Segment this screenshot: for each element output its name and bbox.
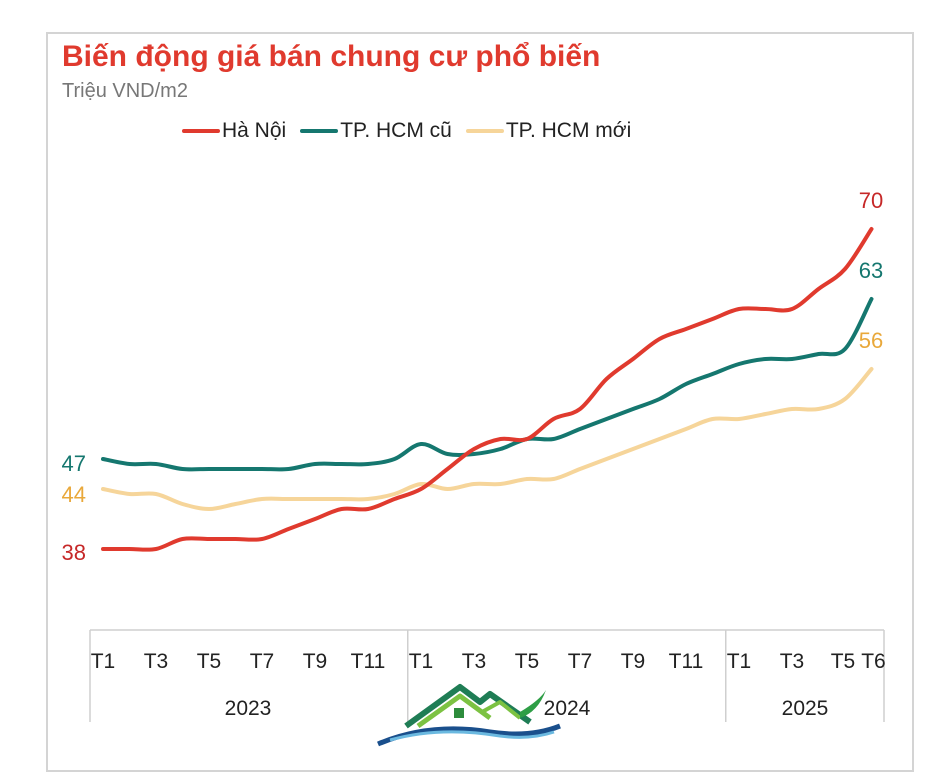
x-tick-label-5: T11 bbox=[351, 650, 386, 673]
series-start-label-2: 44 bbox=[62, 482, 86, 507]
x-tick-label-1: T3 bbox=[144, 650, 169, 673]
x-tick-label-11: T11 bbox=[669, 650, 704, 673]
x-tick-label-10: T9 bbox=[621, 650, 646, 673]
series-start-label-1: 47 bbox=[62, 451, 86, 476]
x-tick-label-9: T7 bbox=[568, 650, 593, 673]
legend-item-hcm-moi: TP. HCM mới bbox=[465, 119, 632, 143]
year-group-label-2023: 2023 bbox=[225, 697, 272, 720]
series-line-0 bbox=[101, 227, 874, 552]
house-logo-icon bbox=[377, 684, 561, 747]
legend-swatch-hcm-moi bbox=[465, 129, 504, 133]
legend-swatch-ha-noi bbox=[182, 129, 220, 133]
x-tick-label-8: T5 bbox=[515, 650, 540, 673]
legend-swatch-hcm-cu bbox=[300, 129, 339, 133]
series-end-label-0: 70 bbox=[859, 188, 883, 213]
chart-frame bbox=[46, 32, 914, 772]
x-tick-label-15: T6 bbox=[861, 650, 886, 673]
year-group-label-2025: 2025 bbox=[782, 697, 829, 720]
legend-item-hcm-cu: TP. HCM cũ bbox=[300, 119, 452, 143]
x-tick-label-6: T1 bbox=[409, 650, 434, 673]
x-tick-label-2: T5 bbox=[197, 650, 222, 673]
series-line-1 bbox=[101, 297, 874, 472]
legend: Hà Nội TP. HCM cũ TP. HCM mới bbox=[182, 117, 645, 145]
x-tick-label-7: T3 bbox=[462, 650, 487, 673]
x-tick-label-12: T1 bbox=[727, 650, 752, 673]
chart-title: Biến động giá bán chung cư phổ biến bbox=[62, 40, 601, 73]
series-end-label-2: 56 bbox=[859, 328, 883, 353]
x-tick-label-0: T1 bbox=[91, 650, 116, 673]
x-tick-label-4: T9 bbox=[303, 650, 328, 673]
x-tick-label-14: T5 bbox=[831, 650, 856, 673]
series-end-label-1: 63 bbox=[859, 258, 883, 283]
series-start-label-0: 38 bbox=[62, 540, 86, 565]
legend-label-hcm-moi: TP. HCM mới bbox=[505, 119, 632, 142]
legend-label-hcm-cu: TP. HCM cũ bbox=[340, 119, 452, 142]
series-line-2 bbox=[101, 367, 874, 511]
chart-subtitle: Triệu VND/m2 bbox=[62, 80, 188, 102]
x-tick-label-13: T3 bbox=[780, 650, 805, 673]
legend-label-ha-noi: Hà Nội bbox=[222, 119, 287, 142]
x-tick-label-3: T7 bbox=[250, 650, 275, 673]
legend-item-ha-noi: Hà Nội bbox=[182, 119, 286, 143]
year-group-label-2024: 2024 bbox=[544, 697, 591, 720]
